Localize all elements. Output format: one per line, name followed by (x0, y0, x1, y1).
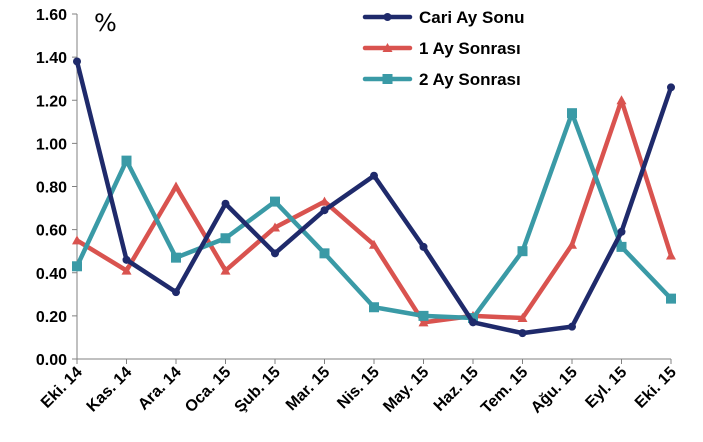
x-tick-label: Eyl. 15 (582, 364, 630, 412)
data-point (122, 255, 131, 264)
data-point (517, 313, 528, 323)
x-tick-label: Ağu. 15 (528, 364, 581, 417)
x-tick-label: Oca. 15 (182, 364, 234, 416)
data-point (667, 83, 675, 92)
data-point (221, 199, 230, 208)
data-point (567, 108, 577, 119)
y-tick-label: 0.60 (36, 223, 67, 240)
x-tick-label: Eki. 15 (632, 364, 680, 412)
y-tick-label: 0.40 (36, 266, 67, 283)
y-tick-label: 1.40 (36, 50, 67, 67)
x-tick-label: Tem. 15 (478, 364, 531, 417)
x-tick-label: Şub. 15 (232, 364, 284, 416)
data-point (567, 239, 577, 249)
data-point (220, 233, 231, 244)
data-point (220, 265, 231, 275)
x-tick-label: Haz. 15 (431, 364, 482, 415)
y-tick-label: 1.20 (36, 93, 67, 110)
x-tick-label: Mar. 15 (283, 364, 333, 414)
y-tick-label: 1.00 (36, 136, 67, 153)
data-point (666, 293, 676, 304)
data-point (369, 239, 379, 249)
legend: Cari Ay Sonu 1 Ay Sonrası 2 Ay Sonrası (362, 8, 524, 89)
data-point (72, 261, 82, 272)
data-point (73, 57, 81, 66)
y-tick-label: 0.00 (36, 352, 67, 369)
legend-entry: 1 Ay Sonrası (362, 39, 521, 58)
data-point (369, 302, 379, 313)
data-point (419, 242, 428, 251)
legend-entry: 2 Ay Sonrası (362, 70, 521, 89)
data-point (616, 95, 627, 105)
data-point (172, 288, 180, 297)
legend-entry: Cari Ay Sonu (362, 8, 524, 27)
data-point (469, 318, 477, 327)
data-point (517, 246, 528, 257)
data-point (271, 249, 279, 258)
data-point (370, 171, 378, 180)
legend-marker (382, 43, 393, 52)
data-point (121, 155, 132, 166)
data-point (518, 329, 527, 338)
data-point (418, 317, 429, 327)
x-tick-label: Eki. 14 (38, 364, 86, 412)
data-point (319, 196, 330, 206)
series-1 (73, 57, 675, 338)
x-tick-label: May. 15 (380, 364, 432, 416)
series-2 (72, 95, 676, 327)
legend-label: 1 Ay Sonrası (419, 39, 521, 58)
y-tick-label: 0.80 (36, 180, 67, 197)
x-tick-label: Kas. 14 (84, 364, 136, 416)
data-point (319, 248, 330, 259)
data-point (666, 250, 676, 260)
legend-marker (383, 13, 392, 21)
data-point (270, 196, 280, 207)
data-point (616, 241, 627, 252)
data-point (121, 265, 132, 275)
legend-label: Cari Ay Sonu (419, 8, 524, 27)
series-3 (72, 108, 676, 324)
x-tick-label: Nis. 15 (334, 364, 383, 413)
data-point (72, 235, 82, 245)
data-point (468, 313, 478, 324)
data-point (270, 222, 280, 232)
y-tick-label: 1.60 (36, 7, 67, 24)
y-tick-label: 0.20 (36, 309, 67, 326)
data-point (171, 181, 181, 191)
legend-label: 2 Ay Sonrası (419, 70, 521, 89)
x-tick-label: Ara. 14 (135, 364, 185, 414)
data-point (171, 252, 181, 263)
data-point (617, 227, 626, 236)
unit-label: % (94, 9, 117, 37)
series-lines (72, 57, 676, 338)
data-point (320, 206, 329, 215)
series-line (74, 59, 674, 336)
data-point (568, 322, 576, 331)
legend-marker (382, 74, 393, 84)
data-point (418, 310, 429, 321)
